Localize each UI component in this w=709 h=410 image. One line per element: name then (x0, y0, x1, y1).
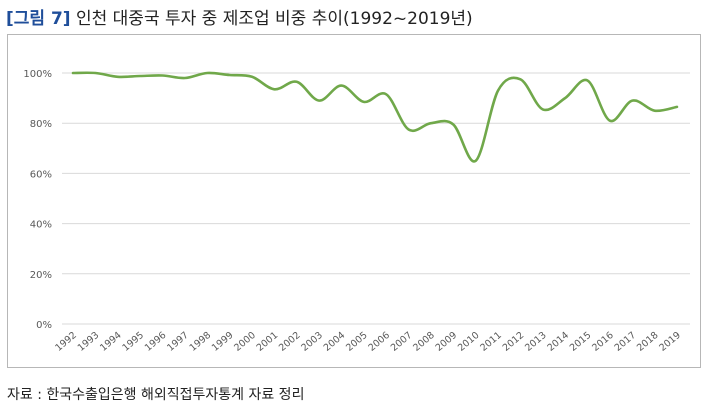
data-point (273, 88, 275, 90)
data-point (609, 119, 611, 121)
x-tick-label: 1998 (188, 330, 214, 354)
x-tick-label: 2015 (568, 330, 594, 354)
data-point (542, 108, 544, 110)
source-note: 자료 : 한국수출입은행 해외직접투자통계 자료 정리 (7, 387, 305, 403)
x-tick-label: 2003 (299, 330, 325, 354)
series-line (71, 71, 679, 163)
y-tick-label: 40% (30, 220, 52, 231)
data-point (251, 76, 253, 78)
y-tick-label: 0% (36, 320, 52, 331)
x-tick-label: 2006 (367, 330, 393, 354)
x-tick-label: 1994 (98, 330, 124, 354)
x-tick-label: 2000 (232, 330, 258, 354)
x-tick-label: 1993 (76, 330, 102, 354)
chart-frame (7, 34, 701, 368)
y-tick-label: 100% (23, 69, 52, 80)
data-point (318, 99, 320, 101)
data-point (676, 106, 678, 108)
figure-label: [그림 7] (6, 9, 71, 29)
data-point (72, 72, 74, 74)
data-point (452, 123, 454, 125)
title-text: 인천 대중국 투자 중 제조업 비중 추이(1992~2019년) (75, 9, 473, 29)
x-tick-label: 2001 (255, 330, 281, 354)
x-tick-label: 2011 (478, 330, 504, 354)
x-tick-label: 1996 (143, 330, 169, 354)
x-tick-label: 2017 (613, 330, 639, 354)
data-point (519, 78, 521, 80)
data-point (385, 93, 387, 95)
data-point (296, 81, 298, 83)
data-point (139, 75, 141, 77)
data-point (497, 89, 499, 91)
data-point (474, 160, 476, 162)
data-point (184, 77, 186, 79)
data-point (94, 72, 96, 74)
data-point (228, 74, 230, 76)
y-tick-label: 80% (30, 119, 52, 130)
data-point (206, 72, 208, 74)
data-point (564, 97, 566, 99)
chart-title: [그림 7] 인천 대중국 투자 중 제조업 비중 추이(1992~2019년) (6, 4, 473, 29)
x-tick-label: 2016 (590, 330, 616, 354)
x-tick-label: 1995 (120, 330, 146, 354)
x-tick-label: 2004 (322, 330, 348, 354)
x-tick-label: 2013 (523, 330, 549, 354)
x-tick-label: 2005 (344, 330, 370, 354)
data-point (631, 99, 633, 101)
x-tick-label: 2014 (545, 330, 571, 354)
x-tick-label: 1999 (210, 330, 236, 354)
x-tick-label: 2002 (277, 330, 303, 354)
data-point (117, 76, 119, 78)
x-tick-label: 2008 (411, 330, 437, 354)
x-tick-label: 2018 (635, 330, 661, 354)
x-tick-label: 2019 (657, 330, 683, 354)
data-point (653, 109, 655, 111)
data-point (586, 79, 588, 81)
data-point (161, 74, 163, 76)
x-tick-label: 2012 (501, 330, 527, 354)
x-tick-label: 2007 (389, 330, 415, 354)
data-point (340, 84, 342, 86)
data-point (407, 128, 409, 130)
data-point (430, 122, 432, 124)
x-tick-label: 2009 (434, 330, 460, 354)
data-point (363, 101, 365, 103)
x-tick-label: 2010 (456, 330, 482, 354)
y-tick-label: 60% (30, 169, 52, 180)
x-tick-label: 1992 (53, 330, 79, 354)
line-chart: 0%20%40%60%80%100%1992199319941995199619… (23, 69, 690, 354)
y-tick-label: 20% (30, 270, 52, 281)
x-tick-label: 1997 (165, 330, 191, 354)
